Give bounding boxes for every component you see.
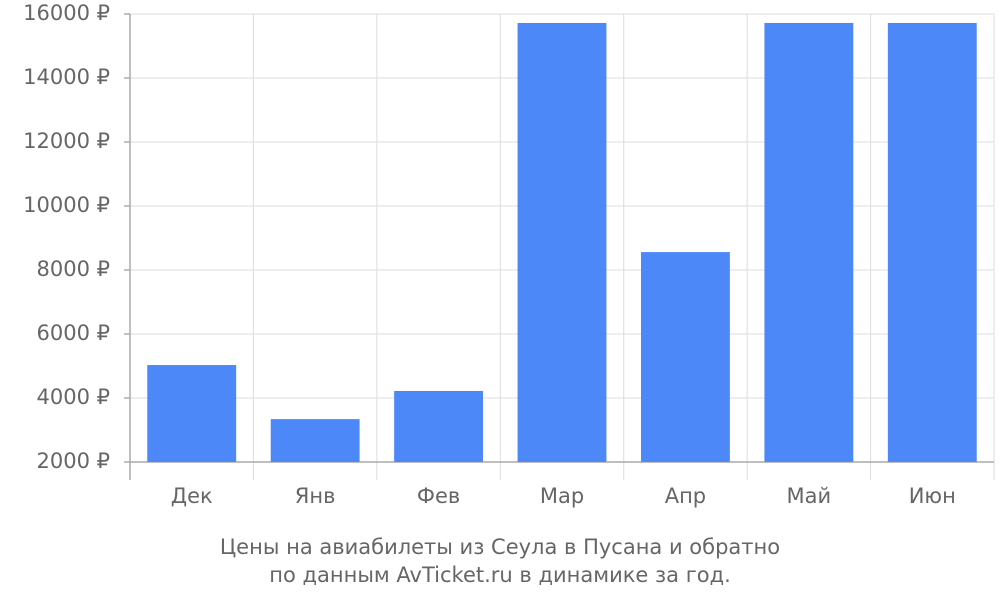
y-tick-label: 4000 ₽ bbox=[37, 385, 110, 409]
y-tick-label: 12000 ₽ bbox=[23, 129, 110, 153]
bar bbox=[394, 390, 484, 462]
x-tick-label: Июн bbox=[909, 484, 956, 508]
bar bbox=[764, 22, 854, 463]
y-tick-label: 14000 ₽ bbox=[23, 65, 110, 89]
bar bbox=[640, 252, 730, 462]
x-tick-label: Апр bbox=[665, 484, 706, 508]
x-tick-label: Май bbox=[787, 484, 832, 508]
bar bbox=[147, 365, 237, 462]
x-tick-label: Фев bbox=[417, 484, 460, 508]
y-tick-label: 8000 ₽ bbox=[37, 257, 110, 281]
bar bbox=[887, 22, 977, 463]
x-tick-label: Дек bbox=[171, 484, 213, 508]
y-tick-label: 6000 ₽ bbox=[37, 321, 110, 345]
y-tick-label: 10000 ₽ bbox=[23, 193, 110, 217]
chart-title-line: Цены на авиабилеты из Сеула в Пусана и о… bbox=[220, 535, 780, 559]
y-tick-label: 2000 ₽ bbox=[37, 449, 110, 473]
bar bbox=[270, 419, 360, 462]
chart-title-line: по данным AvTicket.ru в динамике за год. bbox=[269, 563, 731, 587]
y-tick-label: 16000 ₽ bbox=[23, 1, 110, 25]
bar bbox=[517, 22, 607, 463]
x-tick-label: Мар bbox=[540, 484, 584, 508]
x-tick-label: Янв bbox=[295, 484, 336, 508]
